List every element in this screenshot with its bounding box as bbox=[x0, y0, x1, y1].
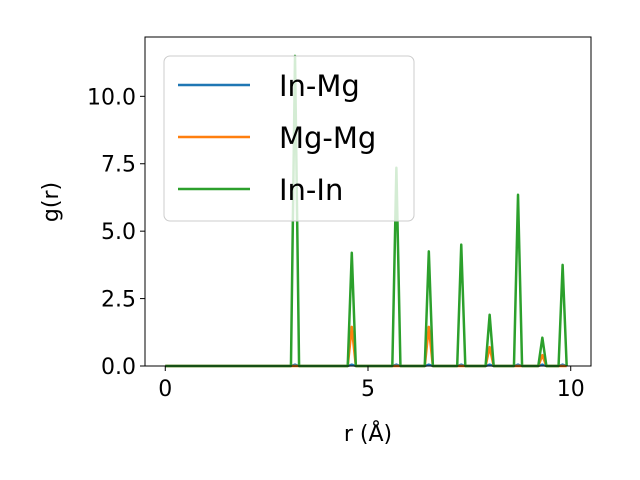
legend: In-Mg Mg-Mg In-In bbox=[163, 55, 415, 222]
x-tick-label: 10 bbox=[557, 377, 585, 402]
y-tick-label: 7.5 bbox=[101, 153, 136, 178]
legend-box bbox=[163, 55, 415, 222]
x-axis-label: r (Å) bbox=[344, 420, 392, 447]
x-tick-label: 5 bbox=[361, 377, 375, 402]
x-axis: 0 5 10 bbox=[158, 366, 585, 402]
y-axis: 0.0 2.5 5.0 7.5 10.0 bbox=[87, 85, 145, 380]
y-tick-label: 10.0 bbox=[87, 85, 136, 110]
x-tick-label: 0 bbox=[158, 377, 172, 402]
y-tick-label: 0.0 bbox=[101, 355, 136, 380]
y-tick-label: 2.5 bbox=[101, 288, 136, 313]
series-line-in-in bbox=[165, 54, 568, 368]
legend-label-in-in: In-In bbox=[279, 173, 343, 207]
legend-label-mg-mg: Mg-Mg bbox=[279, 121, 376, 155]
y-axis-label: g(r) bbox=[39, 182, 64, 222]
legend-label-in-mg: In-Mg bbox=[279, 69, 360, 103]
y-tick-label: 5.0 bbox=[101, 220, 136, 245]
